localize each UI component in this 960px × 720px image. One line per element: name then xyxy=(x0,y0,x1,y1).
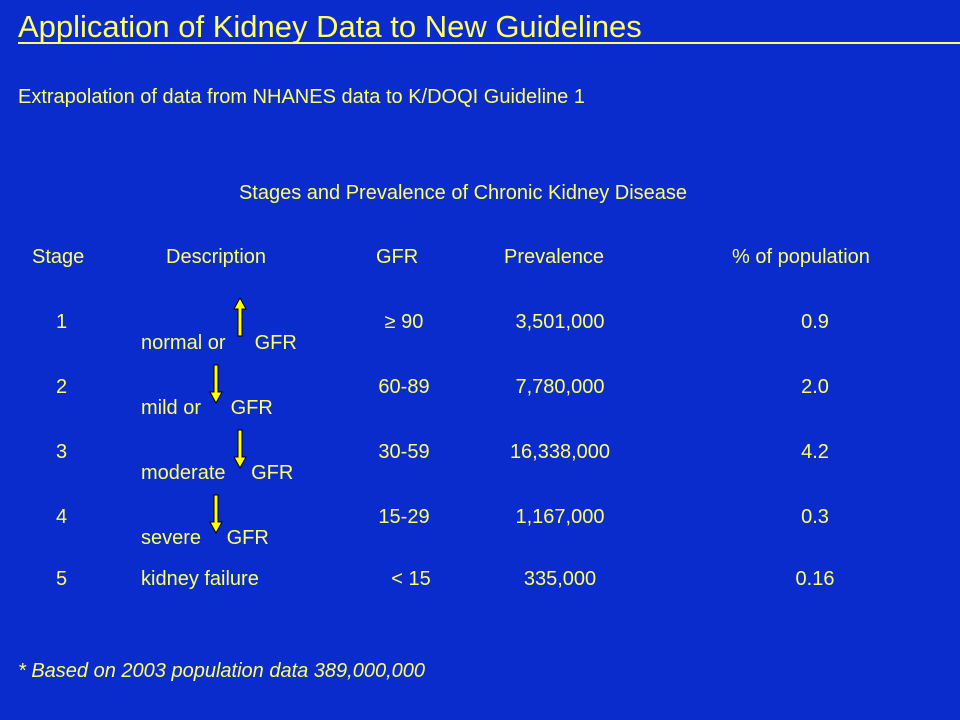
stage-description: normal or GFR xyxy=(141,296,297,355)
stage-number: 1 xyxy=(56,311,68,333)
percent-value: 0.16 xyxy=(795,568,835,590)
prevalence-value: 16,338,000 xyxy=(509,441,611,463)
arrow-down-icon xyxy=(208,494,223,535)
stage-description: severe GFR xyxy=(141,494,269,550)
gfr-range: 60-89 xyxy=(378,376,430,398)
table-row-stage-1: 1 normal or GFR ≥ 90 3,501,000 0.9 xyxy=(0,296,960,354)
arrow-down-icon xyxy=(233,429,247,470)
percent-value: 0.3 xyxy=(801,506,829,528)
arrow-down-icon xyxy=(208,364,223,405)
stage-number: 2 xyxy=(56,376,68,398)
prevalence-value: 3,501,000 xyxy=(515,311,605,333)
table-row-stage-4: 4 severe GFR 15-29 1,167,000 0.3 xyxy=(0,494,960,549)
gfr-range: 15-29 xyxy=(378,506,430,528)
prevalence-value: 7,780,000 xyxy=(515,376,605,398)
table-header-row: Stage Description GFR Prevalence % of po… xyxy=(0,246,960,276)
header-gfr: GFR xyxy=(376,246,419,268)
gfr-range: 30-59 xyxy=(378,441,430,463)
stage-description: mild or GFR xyxy=(141,364,273,420)
header-description: Description xyxy=(166,246,267,268)
percent-value: 4.2 xyxy=(801,441,829,463)
stage-number: 4 xyxy=(56,506,68,528)
slide-title: Application of Kidney Data to New Guidel… xyxy=(18,9,642,44)
table-title: Stages and Prevalence of Chronic Kidney … xyxy=(238,182,688,204)
table-row-stage-3: 3 moderate GFR 30-59 16,338,000 4.2 xyxy=(0,429,960,484)
gfr-range: ≥ 90 xyxy=(384,311,424,333)
stage-description: moderate GFR xyxy=(141,429,293,485)
percent-value: 2.0 xyxy=(801,376,829,398)
header-percent-population: % of population xyxy=(732,246,870,268)
percent-value: 0.9 xyxy=(801,311,829,333)
stage-number: 3 xyxy=(56,441,68,463)
arrow-up-icon xyxy=(233,296,247,337)
stage-description: kidney failure xyxy=(141,568,259,590)
title-underline xyxy=(18,42,960,44)
prevalence-value: 1,167,000 xyxy=(515,506,605,528)
stage-number: 5 xyxy=(56,568,68,590)
slide-subtitle: Extrapolation of data from NHANES data t… xyxy=(18,86,585,108)
gfr-range: < 15 xyxy=(391,568,431,590)
prevalence-value: 335,000 xyxy=(523,568,597,590)
footnote: * Based on 2003 population data 389,000,… xyxy=(18,660,426,682)
header-stage: Stage xyxy=(32,246,85,268)
table-row-stage-5: 5 kidney failure < 15 335,000 0.16 xyxy=(0,568,960,598)
header-prevalence: Prevalence xyxy=(504,246,605,268)
table-row-stage-2: 2 mild or GFR 60-89 7,780,000 2.0 xyxy=(0,364,960,419)
